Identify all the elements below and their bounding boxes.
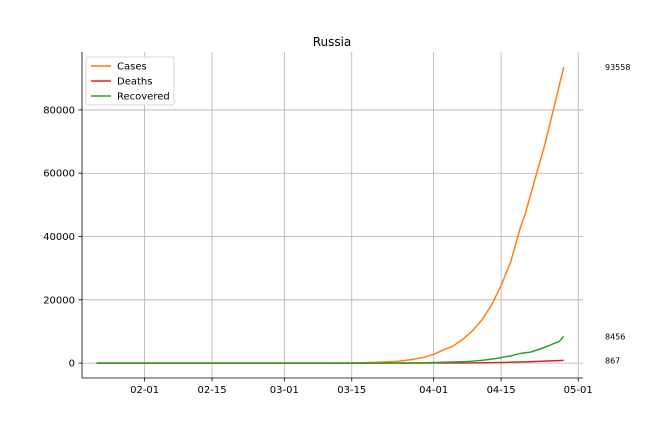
axes: 02-01 02-15 03-01 03-15 04-01 04-15 05-01 0 2000… — [43, 52, 593, 396]
legend: Cases Deaths Recovered — [85, 56, 175, 106]
legend-label-recovered: Recovered — [117, 92, 170, 103]
legend-label-cases: Cases — [117, 62, 147, 73]
series-line-cases — [96, 66, 565, 364]
grid — [82, 52, 583, 378]
legend-label-deaths: Deaths — [117, 77, 152, 88]
x-tick-label: 02-01 — [130, 385, 159, 396]
x-tick-label: 02-15 — [198, 385, 227, 396]
series-line-recovered — [96, 335, 565, 364]
x-tick-label: 03-01 — [270, 385, 299, 396]
y-tick-label: 20000 — [43, 295, 75, 306]
y-tick-label: 60000 — [43, 169, 75, 180]
y-tick-label: 80000 — [43, 105, 75, 116]
end-labels: 93558 867 8456 — [605, 63, 630, 365]
end-label-cases: 93558 — [605, 63, 630, 72]
y-tick-label: 40000 — [43, 232, 75, 243]
x-tick-label: 04-15 — [487, 385, 516, 396]
legend-box — [85, 56, 175, 106]
chart-title: Russia — [313, 35, 352, 49]
x-tick-label: 04-01 — [419, 385, 448, 396]
series-lines — [96, 66, 565, 364]
end-label-deaths: 867 — [605, 356, 620, 365]
end-label-recovered: 8456 — [605, 332, 625, 341]
x-tick-label: 05-01 — [564, 385, 593, 396]
x-tick-label: 03-15 — [337, 385, 366, 396]
y-tick-label: 0 — [69, 359, 75, 370]
